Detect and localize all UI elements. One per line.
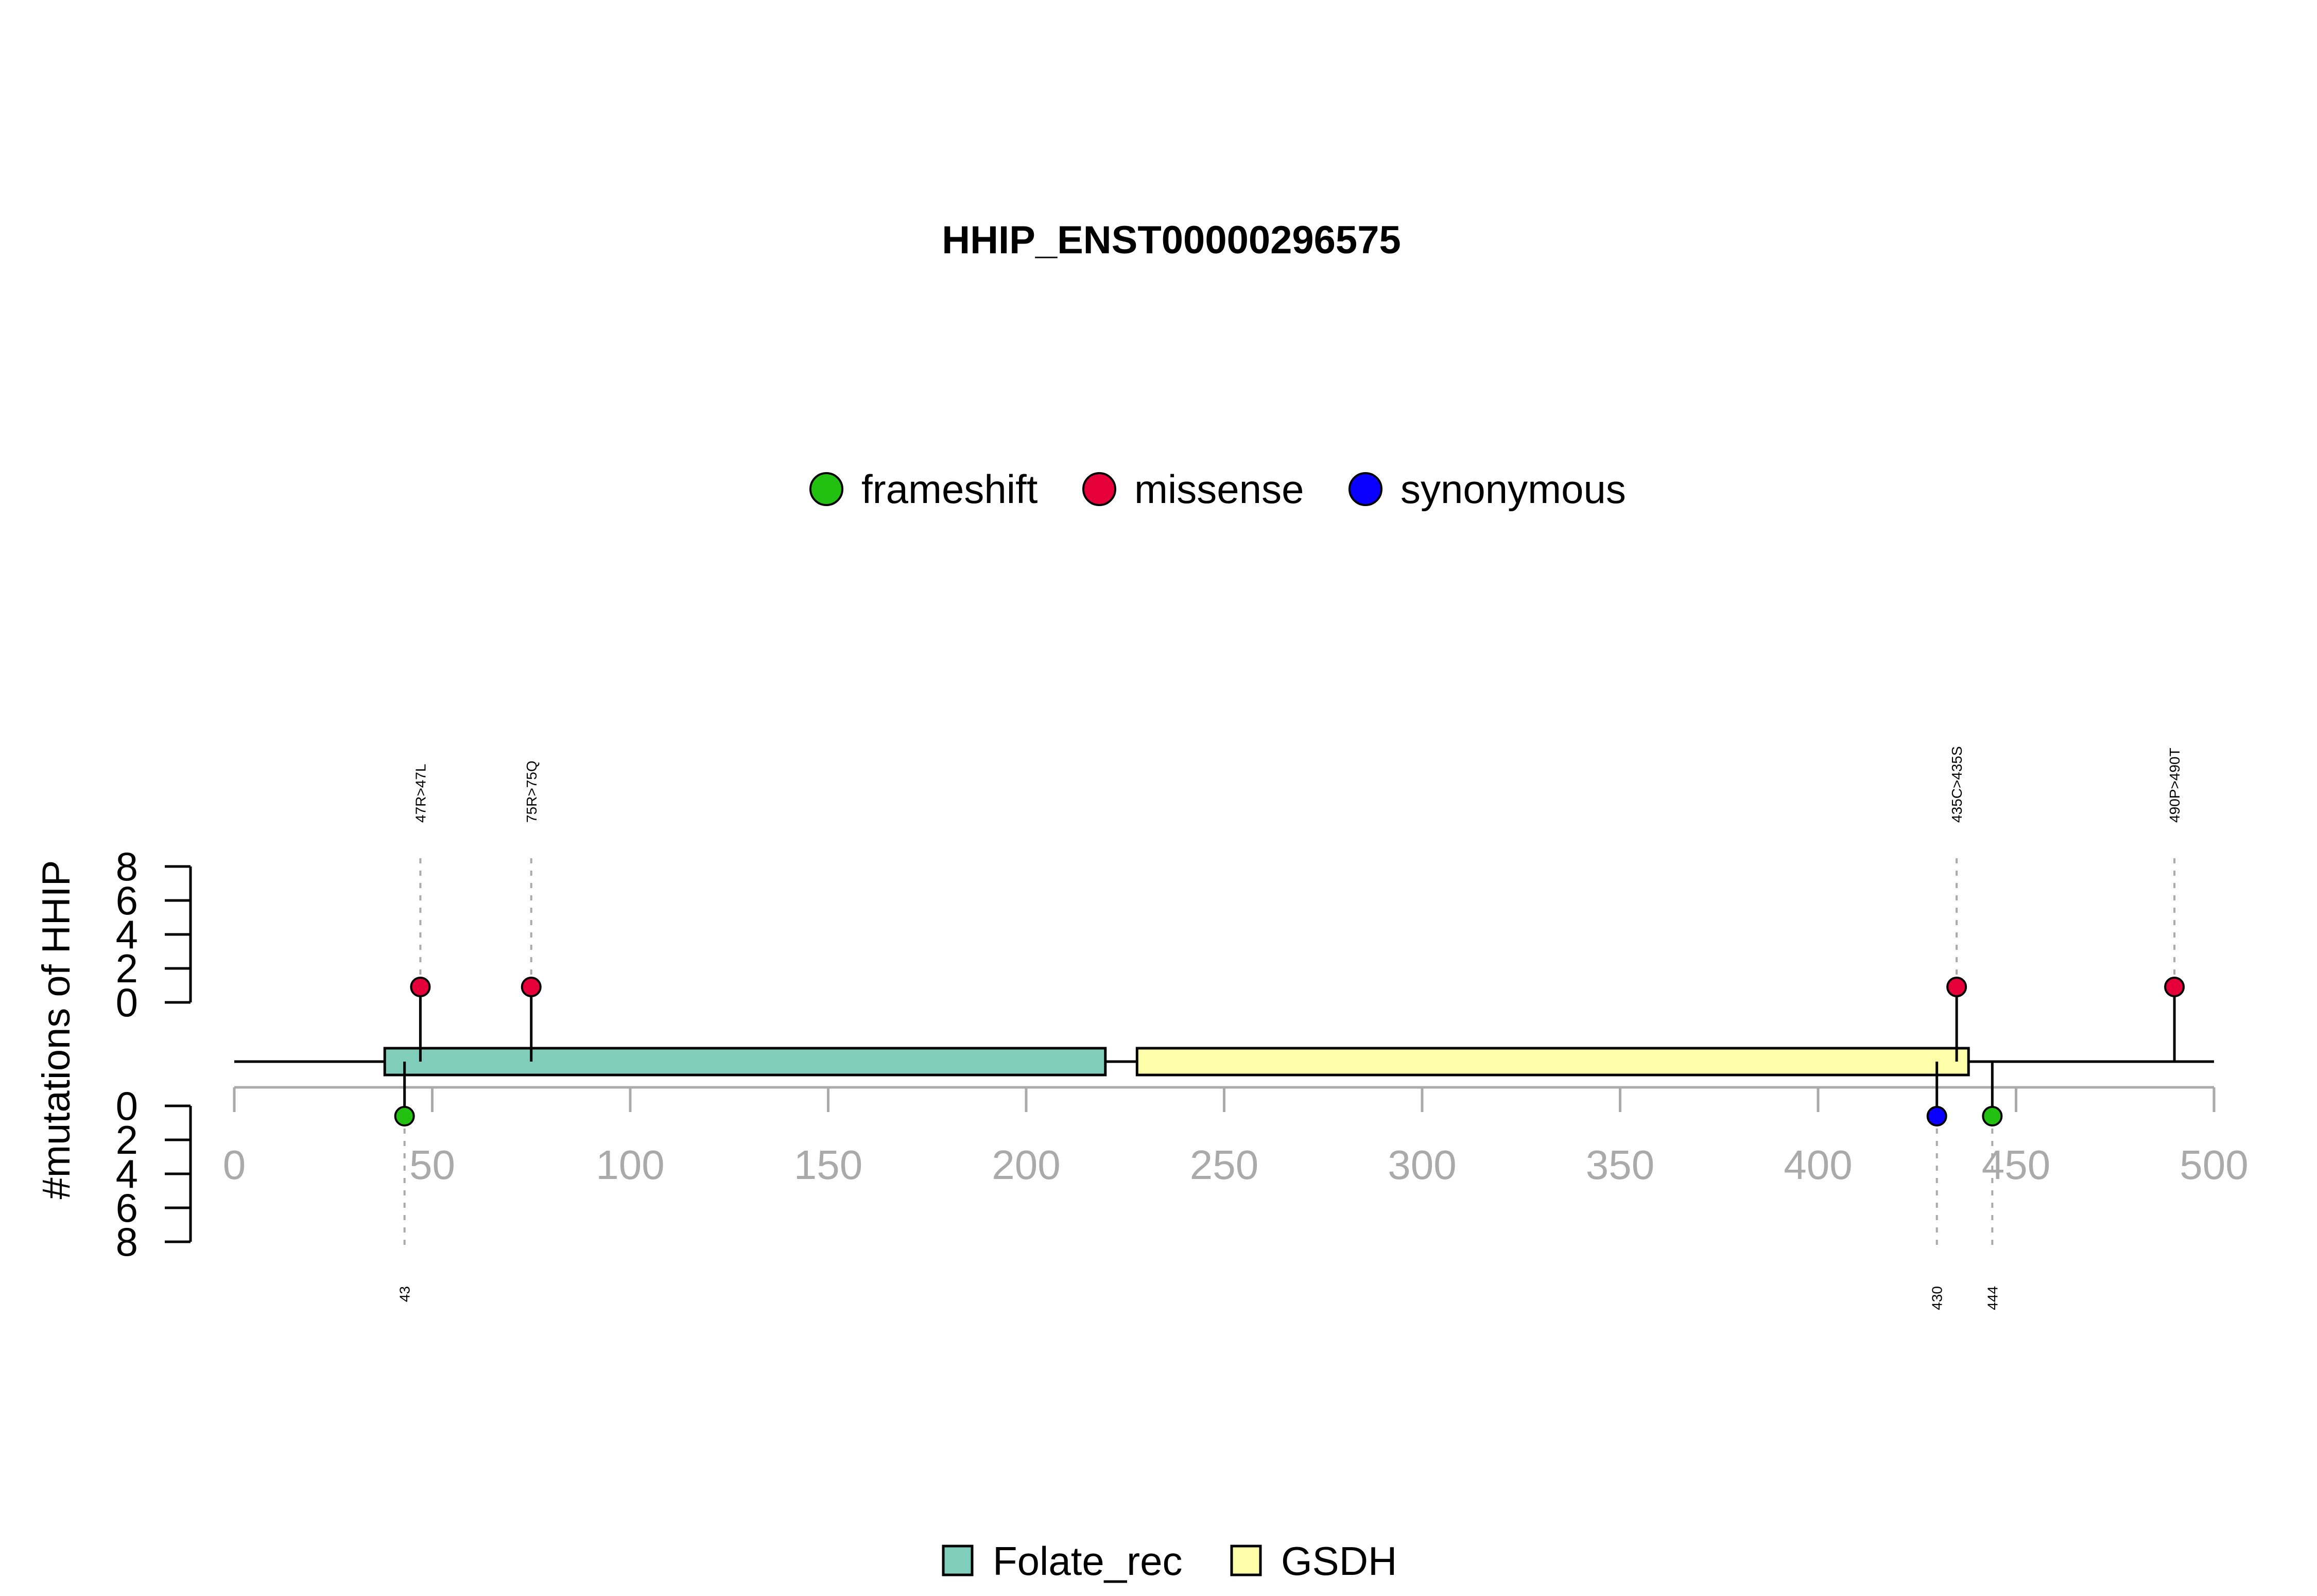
mutation-point-missense — [521, 977, 542, 997]
mutation-label: 43 — [397, 1286, 413, 1302]
x-tick-label: 350 — [1586, 1142, 1654, 1188]
mutation-lollipops: 47R>47L 75R>75Q 435C>435S 490P>490T 43 430 444 — [394, 746, 2185, 1310]
protein-domains — [383, 1047, 1970, 1077]
y-tick-label: 2 — [116, 946, 138, 991]
y-tick-label: 4 — [116, 1151, 138, 1196]
legend-marker-missense — [1082, 472, 1116, 506]
mutation-label: 75R>75Q — [524, 760, 540, 823]
mutation-point-missense — [2164, 977, 2185, 997]
domain-legend-label: GSDH — [1281, 1538, 1397, 1584]
y-axis-label: #mutations of HHIP — [34, 860, 78, 1200]
legend-marker-synonymous — [1348, 472, 1382, 506]
mutation-point-frameshift — [394, 1106, 415, 1126]
y-tick-label: 4 — [116, 912, 138, 957]
y-tick-label: 6 — [116, 878, 138, 923]
y-tick-label: 8 — [116, 1219, 138, 1264]
legend-marker-frameshift — [809, 472, 843, 506]
x-tick-label: 250 — [1190, 1142, 1258, 1188]
x-tick-label: 400 — [1784, 1142, 1852, 1188]
mutation-label: 444 — [1984, 1286, 2000, 1310]
domain-legend-label: Folate_rec — [993, 1538, 1183, 1584]
legend-label-frameshift: frameshift — [861, 466, 1038, 512]
mutation-point-synonymous — [1926, 1106, 1947, 1126]
x-tick-label: 0 — [223, 1142, 246, 1188]
y-tick-label: 0 — [116, 1083, 138, 1129]
y-tick-label: 6 — [116, 1185, 138, 1230]
chart-title: HHIP_ENST00000296575 — [942, 218, 1400, 262]
domain-Folate_rec — [383, 1047, 1107, 1077]
mutation-legend: frameshift missense synonymous — [809, 466, 1626, 512]
domain-legend-swatch — [1230, 1545, 1262, 1576]
x-tick-label: 100 — [596, 1142, 664, 1188]
mutation-label: 490P>490T — [2167, 748, 2183, 823]
mutation-label: 430 — [1929, 1286, 1945, 1310]
legend-label-missense: missense — [1134, 466, 1304, 512]
domain-legend-swatch — [942, 1545, 974, 1576]
legend-label-synonymous: synonymous — [1400, 466, 1626, 512]
x-axis: 0 50 100 150 200 250 300 350 400 450 500 — [223, 1086, 2249, 1188]
mutation-point-frameshift — [1982, 1106, 2003, 1126]
domain-legend: Folate_rec GSDH — [942, 1538, 1397, 1584]
mutation-point-missense — [1946, 977, 1967, 997]
x-tick-label: 500 — [2180, 1142, 2248, 1188]
y-tick-label: 2 — [116, 1117, 138, 1163]
y-tick-label: 8 — [116, 844, 138, 889]
x-tick-label: 300 — [1388, 1142, 1456, 1188]
x-tick-label: 200 — [992, 1142, 1060, 1188]
mutation-point-missense — [410, 977, 431, 997]
y-tick-label: 0 — [116, 980, 138, 1025]
x-tick-label: 50 — [409, 1142, 455, 1188]
domain-GSDH — [1135, 1047, 1970, 1077]
mutation-label: 435C>435S — [1949, 746, 1965, 823]
mutation-label: 47R>47L — [412, 764, 428, 823]
x-tick-label: 150 — [794, 1142, 862, 1188]
